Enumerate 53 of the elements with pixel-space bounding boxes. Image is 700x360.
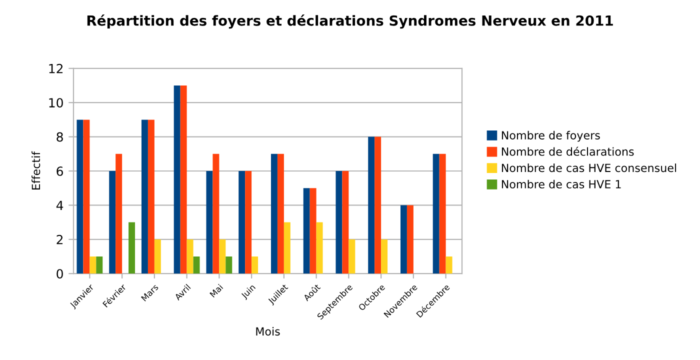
bar [148,120,154,274]
bar [439,154,446,274]
bar [226,256,232,274]
bar [206,171,213,274]
bar [374,136,382,274]
bar [284,222,290,274]
bar [432,154,440,274]
bar [128,222,136,274]
x-tick-label: Mai [209,284,224,298]
bar [109,171,116,274]
y-tick-label: 10 [49,98,63,108]
bar [277,154,284,274]
bar [238,171,246,274]
legend-label: Nombre de foyers [502,130,600,142]
bar [310,188,316,274]
bar [406,205,414,274]
y-tick-label: 12 [49,64,63,74]
y-axis-title: Effectif [32,151,40,190]
bar [316,222,323,274]
bar [141,120,148,274]
bar [116,154,122,274]
bar [368,136,375,274]
bar [342,171,349,274]
x-axis-title: Mois [256,327,280,336]
bar [96,256,103,274]
y-tick-label: 0 [56,269,63,279]
y-tick-label: 6 [56,166,63,176]
bar [212,154,220,274]
bar [252,256,258,274]
bar [446,256,452,274]
bar [174,86,180,274]
bar [219,239,226,274]
y-tick-label: 2 [56,234,63,244]
y-tick-label: 4 [56,200,64,210]
legend-label: Nombre de cas HVE 1 [502,180,621,188]
bar [83,120,90,274]
bar [90,256,96,274]
bar [381,239,388,274]
legend-label: Nombre de cas HVE consensuel [502,164,676,172]
bar [186,239,194,274]
bar [245,171,252,274]
chart-title: Répartition des foyers et déclarations Syndromes Nerveux en 2011 [87,14,613,29]
y-tick-label: 8 [56,132,63,142]
bar [303,188,310,274]
bar [180,86,187,274]
bar [336,171,342,274]
bar [154,239,161,274]
legend-label: Nombre de déclarations [502,146,634,156]
bar [76,120,84,274]
bar [348,239,356,274]
bar [193,256,200,274]
bar [400,205,407,274]
bar [270,154,278,274]
